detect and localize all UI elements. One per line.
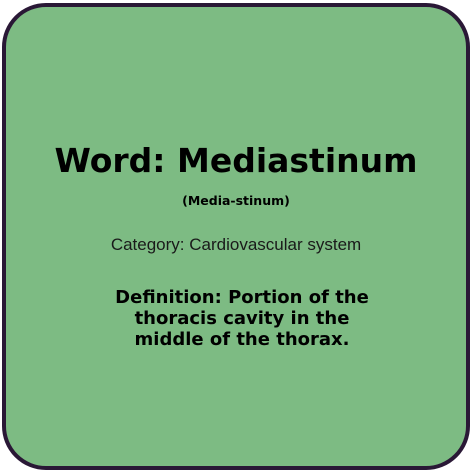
pronunciation-text: (Media-stinum) bbox=[182, 193, 290, 208]
definition-text: Definition: Portion of the thoracis cavi… bbox=[115, 287, 369, 350]
category-text: Category: Cardiovascular system bbox=[110, 235, 362, 254]
word-title: Word: Mediastinum bbox=[54, 141, 418, 180]
flashcard: Word: Mediastinum (Media-stinum) Categor… bbox=[2, 3, 470, 470]
